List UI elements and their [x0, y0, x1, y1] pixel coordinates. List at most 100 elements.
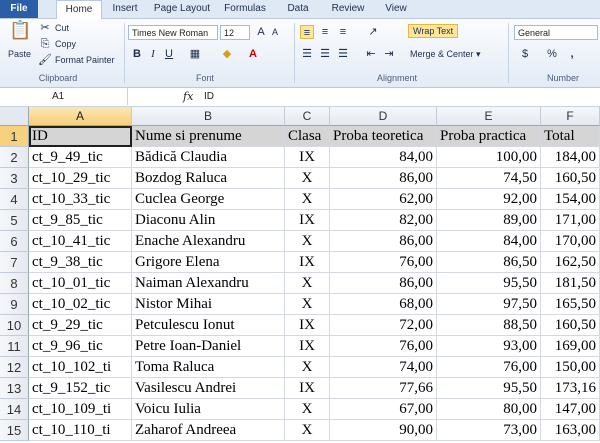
format-painter-button[interactable]: Format Painter [55, 55, 115, 65]
cell-name[interactable]: Nistor Mihai [132, 294, 285, 315]
cell-class[interactable]: X [285, 273, 330, 294]
row-header[interactable]: 2 [0, 147, 29, 168]
increase-indent-icon[interactable]: ⇥ [384, 48, 394, 60]
cell-name[interactable]: Bozdog Raluca [132, 168, 285, 189]
cell-total[interactable]: 147,00 [541, 399, 600, 420]
italic-button[interactable]: I [151, 48, 155, 60]
cell-theory[interactable]: 72,00 [330, 315, 437, 336]
borders-icon[interactable]: ▦ [189, 48, 201, 60]
header-cell-practical[interactable]: Proba practica [437, 126, 541, 147]
align-bottom-icon[interactable]: ≡ [339, 26, 347, 38]
cell-id[interactable]: ct_10_109_ti [29, 399, 132, 420]
format-painter-icon[interactable]: 🖌 [38, 54, 52, 66]
column-header-b[interactable]: B [132, 107, 285, 126]
row-header[interactable]: 15 [0, 420, 29, 441]
cell-class[interactable]: X [285, 189, 330, 210]
paste-icon[interactable]: 📋 [9, 20, 32, 40]
cell-class[interactable]: X [285, 168, 330, 189]
cell-name[interactable]: Enache Alexandru [132, 231, 285, 252]
cell-total[interactable]: 171,00 [541, 210, 600, 231]
cell-theory[interactable]: 62,00 [330, 189, 437, 210]
cell-theory[interactable]: 76,00 [330, 252, 437, 273]
cut-icon[interactable]: ✂ [40, 22, 50, 34]
cell-theory[interactable]: 76,00 [330, 336, 437, 357]
cell-total[interactable]: 150,00 [541, 357, 600, 378]
column-header-d[interactable]: D [330, 107, 437, 126]
cell-theory[interactable]: 86,00 [330, 273, 437, 294]
row-header[interactable]: 14 [0, 399, 29, 420]
name-box[interactable]: A1 [0, 88, 128, 105]
comma-style-button[interactable]: , [570, 48, 574, 60]
cell-name[interactable]: Petre Ioan-Daniel [132, 336, 285, 357]
cell-name[interactable]: Toma Raluca [132, 357, 285, 378]
cell-theory[interactable]: 86,00 [330, 231, 437, 252]
row-header[interactable]: 8 [0, 273, 29, 294]
copy-button[interactable]: Copy [55, 39, 77, 49]
header-cell-id[interactable]: ID [29, 126, 132, 147]
insert-function-icon[interactable]: fx [183, 90, 194, 103]
shrink-font-icon[interactable]: A [271, 27, 278, 37]
cell-total[interactable]: 169,00 [541, 336, 600, 357]
cell-practical[interactable]: 89,00 [437, 210, 541, 231]
header-cell-name[interactable]: Nume si prenume [132, 126, 285, 147]
cell-class[interactable]: X [285, 399, 330, 420]
cell-practical[interactable]: 73,00 [437, 420, 541, 441]
cell-practical[interactable]: 92,00 [437, 189, 541, 210]
header-cell-class[interactable]: Clasa [285, 126, 330, 147]
cell-class[interactable]: X [285, 294, 330, 315]
column-header-f[interactable]: F [541, 107, 600, 126]
cell-practical[interactable]: 95,50 [437, 273, 541, 294]
cell-practical[interactable]: 93,00 [437, 336, 541, 357]
align-middle-icon[interactable]: ≡ [321, 26, 329, 38]
cell-name[interactable]: Naiman Alexandru [132, 273, 285, 294]
cell-total[interactable]: 173,16 [541, 378, 600, 399]
align-left-icon[interactable]: ☰ [302, 48, 312, 60]
align-center-icon[interactable]: ☰ [320, 48, 330, 60]
cell-class[interactable]: X [285, 420, 330, 441]
cell-total[interactable]: 181,50 [541, 273, 600, 294]
currency-icon[interactable]: $ [521, 48, 529, 60]
cell-total[interactable]: 184,00 [541, 147, 600, 168]
align-right-icon[interactable]: ☰ [338, 48, 348, 60]
cell-class[interactable]: IX [285, 378, 330, 399]
font-size-select[interactable]: 12 [220, 25, 250, 40]
cell-practical[interactable]: 95,50 [437, 378, 541, 399]
font-color-icon[interactable]: A [249, 48, 257, 60]
cell-id[interactable]: ct_9_29_tic [29, 315, 132, 336]
cell-class[interactable]: X [285, 231, 330, 252]
cell-name[interactable]: Zaharof Andreea [132, 420, 285, 441]
cell-class[interactable]: X [285, 357, 330, 378]
underline-button[interactable]: U [165, 48, 173, 60]
column-header-a[interactable]: A [29, 107, 132, 126]
formula-input[interactable]: ID [204, 91, 214, 102]
cell-name[interactable]: Voicu Iulia [132, 399, 285, 420]
cell-id[interactable]: ct_9_38_tic [29, 252, 132, 273]
cell-class[interactable]: IX [285, 147, 330, 168]
cell-id[interactable]: ct_9_96_tic [29, 336, 132, 357]
cell-theory[interactable]: 82,00 [330, 210, 437, 231]
tab-data[interactable]: Data [287, 3, 309, 14]
row-header[interactable]: 6 [0, 231, 29, 252]
cell-class[interactable]: IX [285, 210, 330, 231]
cell-practical[interactable]: 80,00 [437, 399, 541, 420]
cell-id[interactable]: ct_10_102_ti [29, 357, 132, 378]
cell-practical[interactable]: 86,50 [437, 252, 541, 273]
tab-page-layout[interactable]: Page Layout [153, 3, 211, 14]
cell-total[interactable]: 154,00 [541, 189, 600, 210]
cell-practical[interactable]: 76,00 [437, 357, 541, 378]
row-header[interactable]: 10 [0, 315, 29, 336]
row-header[interactable]: 13 [0, 378, 29, 399]
cell-practical[interactable]: 84,00 [437, 231, 541, 252]
tab-file[interactable]: File [0, 0, 38, 18]
cell-practical[interactable]: 74,50 [437, 168, 541, 189]
cell-practical[interactable]: 100,00 [437, 147, 541, 168]
cell-name[interactable]: Petculescu Ionut [132, 315, 285, 336]
cell-id[interactable]: ct_10_33_tic [29, 189, 132, 210]
merge-center-button[interactable]: Merge & Center ▾ [410, 49, 481, 59]
grow-font-icon[interactable]: A [257, 26, 265, 38]
cut-button[interactable]: Cut [55, 23, 70, 33]
cell-total[interactable]: 162,50 [541, 252, 600, 273]
copy-icon[interactable]: ⎘ [40, 38, 50, 50]
tab-formulas[interactable]: Formulas [224, 3, 266, 14]
cell-theory[interactable]: 77,66 [330, 378, 437, 399]
